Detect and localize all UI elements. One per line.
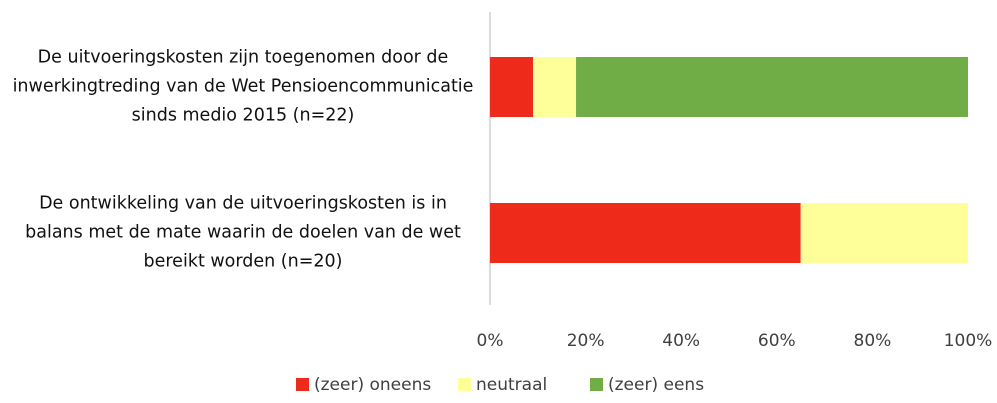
legend-label: (zeer) eens [608, 375, 704, 395]
legend-swatch [590, 378, 603, 391]
category-label: De ontwikkeling van de uitvoeringskosten… [25, 193, 461, 272]
bar-segment [533, 57, 577, 117]
category-label: De uitvoeringskosten zijn toegenomen doo… [12, 47, 474, 126]
legend-swatch [296, 378, 309, 391]
x-tick-label: 0% [477, 331, 504, 351]
legend-label: (zeer) oneens [314, 375, 431, 395]
legend-label: neutraal [476, 375, 547, 395]
bar-segment [490, 203, 801, 263]
x-tick-label: 20% [567, 331, 605, 351]
x-tick-label: 80% [854, 331, 892, 351]
x-tick-label: 100% [944, 331, 993, 351]
bar-segment [576, 57, 968, 117]
x-tick-label: 60% [758, 331, 796, 351]
bar-segment [490, 57, 534, 117]
bar-segment [800, 203, 968, 263]
legend-swatch [458, 378, 471, 391]
x-tick-label: 40% [662, 331, 700, 351]
